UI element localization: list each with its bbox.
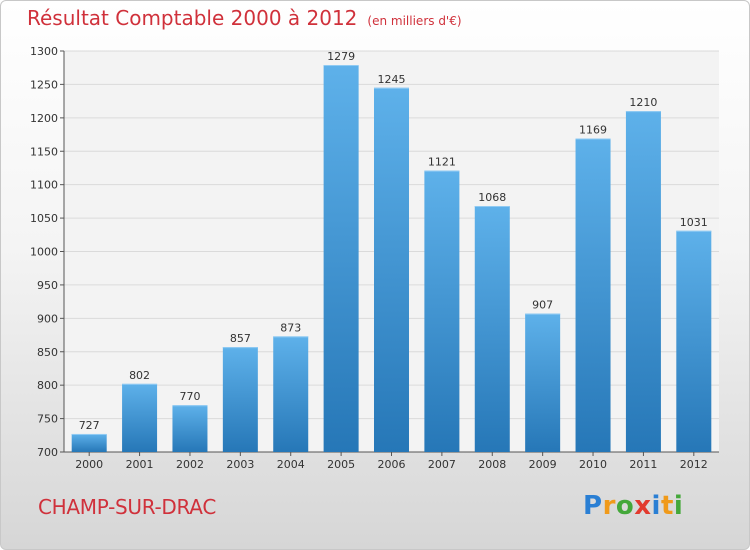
data-label: 1210 (629, 96, 657, 109)
bar (374, 87, 409, 452)
x-tick-label: 2002 (176, 458, 204, 471)
bar (525, 313, 561, 452)
x-tick-label: 2001 (126, 458, 154, 471)
x-tick-label: 2007 (428, 458, 456, 471)
y-tick-label: 1000 (30, 246, 58, 259)
y-tick-label: 1300 (30, 45, 58, 58)
x-tick-label: 2004 (277, 458, 305, 471)
y-tick-label: 1050 (30, 212, 58, 225)
x-tick-label: 2009 (529, 458, 557, 471)
bar (323, 65, 359, 452)
data-label: 1121 (428, 156, 456, 169)
logo-letter: o (615, 491, 635, 521)
data-label: 857 (230, 332, 251, 345)
x-tick-label: 2010 (579, 458, 607, 471)
bar (172, 405, 208, 452)
bar (474, 206, 510, 452)
x-tick-label: 2008 (478, 458, 506, 471)
chart-title-text: Résultat Comptable 2000 à 2012 (27, 6, 358, 30)
y-tick-label: 800 (37, 379, 58, 392)
logo-letter: i (651, 491, 661, 521)
chart-title: Résultat Comptable 2000 à 2012 (en millie… (27, 6, 462, 30)
data-label: 802 (129, 369, 150, 382)
data-label: 1068 (478, 191, 506, 204)
y-tick-label: 700 (37, 446, 58, 459)
data-label: 1279 (327, 50, 355, 63)
logo-letter: i (673, 491, 684, 521)
logo-letter: P (583, 491, 603, 521)
data-label: 907 (532, 299, 553, 312)
y-tick-label: 950 (37, 279, 58, 292)
bar (222, 347, 258, 452)
bar (122, 383, 158, 452)
logo-letter: t (660, 491, 674, 521)
bar (424, 170, 460, 453)
bar (625, 111, 661, 453)
x-tick-label: 2000 (75, 458, 103, 471)
y-tick-label: 900 (37, 312, 58, 325)
x-tick-label: 2012 (680, 458, 708, 471)
data-label: 727 (79, 419, 100, 432)
x-tick-label: 2005 (327, 458, 355, 471)
data-label: 1245 (378, 73, 406, 86)
logo-letter: r (602, 491, 616, 521)
x-tick-label: 2006 (378, 458, 406, 471)
location-label: CHAMP-SUR-DRAC (38, 495, 216, 519)
proxiti-logo: Proxiti (583, 491, 683, 521)
data-label: 873 (280, 321, 301, 334)
bar (71, 433, 107, 452)
bar (676, 230, 712, 452)
y-tick-label: 1100 (30, 179, 58, 192)
x-tick-label: 2011 (629, 458, 657, 471)
x-tick-label: 2003 (226, 458, 254, 471)
data-label: 1031 (680, 216, 708, 229)
data-label: 1169 (579, 124, 607, 137)
y-tick-label: 750 (37, 413, 58, 426)
bar (273, 336, 309, 452)
chart-subtitle: (en milliers d'€) (367, 14, 462, 28)
y-tick-label: 850 (37, 346, 58, 359)
data-label: 770 (179, 390, 200, 403)
logo-letter: x (634, 491, 652, 521)
y-tick-label: 1150 (30, 145, 58, 158)
y-tick-label: 1200 (30, 112, 58, 125)
y-tick-label: 1250 (30, 78, 58, 91)
bar (575, 138, 611, 452)
